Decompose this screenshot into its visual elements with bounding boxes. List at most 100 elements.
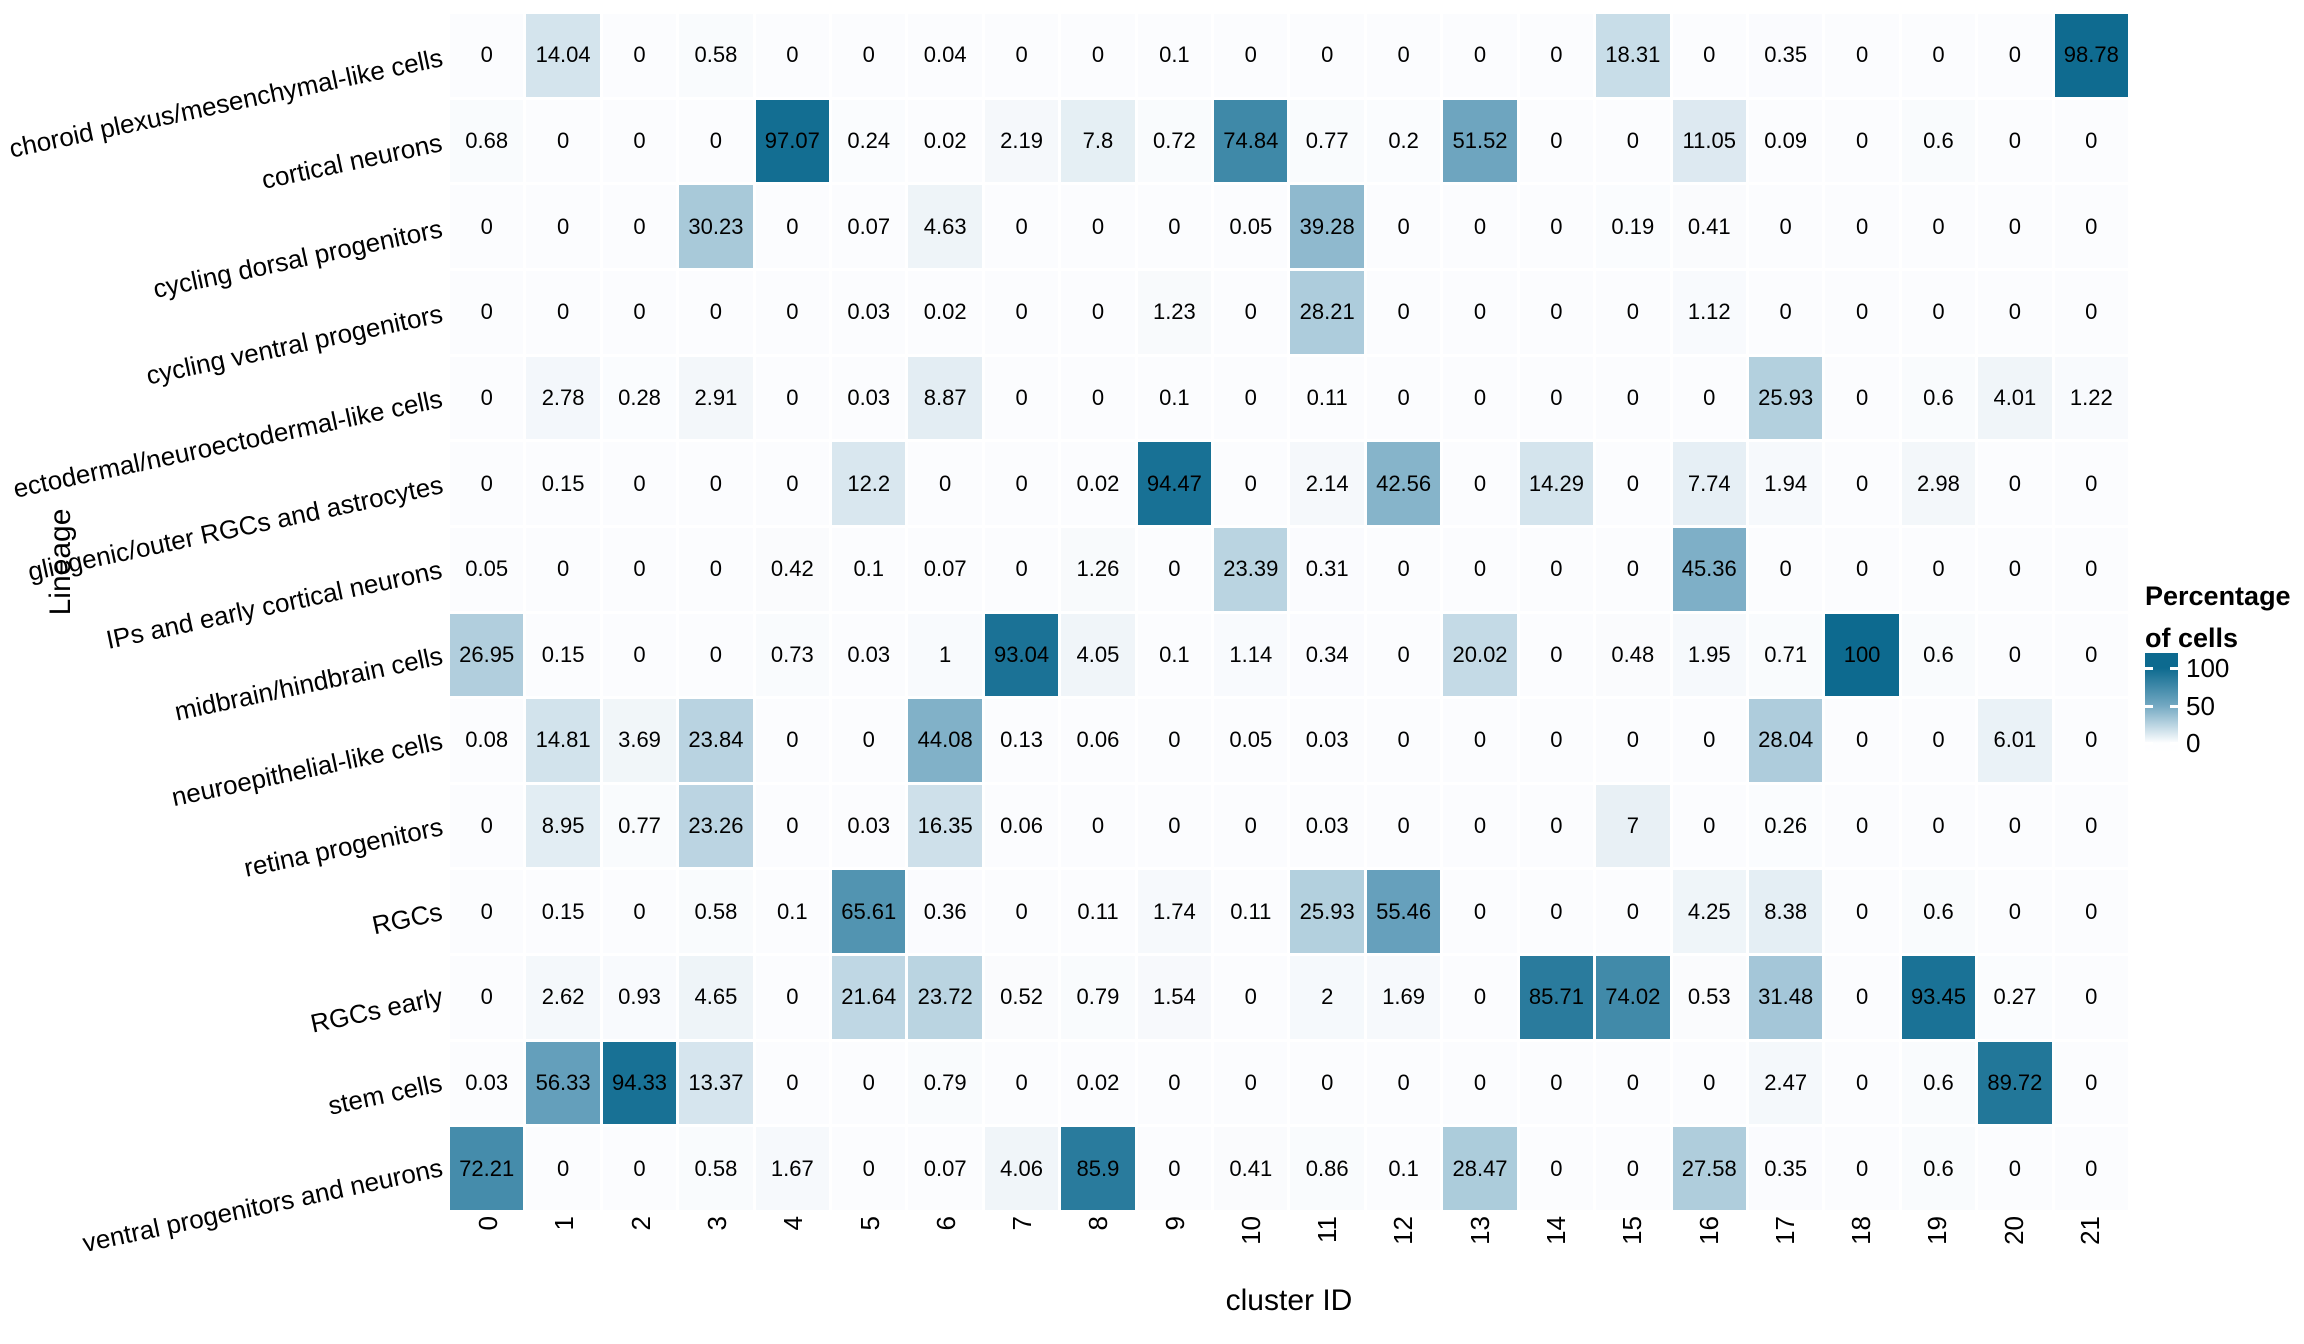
heatmap-cell: 0 [1978,784,2052,868]
y-axis-tick-label: ventral progenitors and neurons [79,1152,446,1259]
heatmap-cell: 6.01 [1978,699,2052,782]
heatmap-cell: 0.02 [1061,442,1135,525]
heatmap-cell: 0 [755,356,830,440]
heatmap-cell: 0.03 [450,1041,524,1125]
heatmap-cell: 0.07 [908,527,982,611]
heatmap-cell: 0 [602,14,677,97]
heatmap-cell: 0.58 [679,14,753,97]
heatmap-cell: 65.61 [832,870,906,954]
heatmap-cell: 0 [1443,185,1517,268]
heatmap-cell: 0 [450,956,524,1039]
heatmap-cell: 16.35 [908,784,982,868]
heatmap-cell: 0 [755,956,830,1039]
heatmap-cell: 0 [1214,356,1288,440]
heatmap-cell: 0 [1672,784,1746,868]
heatmap-cell: 0 [602,527,677,611]
heatmap-cell: 0.06 [984,784,1059,868]
heatmap-cell: 12.2 [832,442,906,525]
heatmap-cell: 0 [1290,14,1364,97]
heatmap-cell: 0 [1519,185,1594,268]
heatmap-cell: 0 [2054,185,2128,268]
heatmap-cell: 0 [1061,356,1135,440]
heatmap-cell: 0.6 [1901,870,1976,954]
heatmap-cell: 74.84 [1214,99,1288,183]
heatmap-cell: 0 [1443,956,1517,1039]
heatmap-cell: 0 [755,185,830,268]
heatmap-cell: 0.77 [1290,99,1364,183]
heatmap-cell: 0 [832,1041,906,1125]
heatmap-cell: 0.03 [832,270,906,354]
heatmap-cell: 11.05 [1672,99,1746,183]
heatmap-cell: 0 [1672,699,1746,782]
heatmap-cell: 39.28 [1290,185,1364,268]
heatmap-cell: 2.91 [679,356,753,440]
heatmap-cell: 0.34 [1290,613,1364,697]
heatmap-cell: 51.52 [1443,99,1517,183]
heatmap-cell: 0 [1137,185,1212,268]
heatmap-cell: 0 [1596,527,1670,611]
legend-title-line1: Percentage [2145,581,2291,611]
heatmap-cell: 0 [1214,956,1288,1039]
heatmap-cell: 0 [1596,442,1670,525]
heatmap-cell: 0 [1214,14,1288,97]
heatmap-cell: 0 [1825,99,1899,183]
heatmap-cell: 0 [1748,270,1823,354]
heatmap-cell: 0.15 [526,442,600,525]
heatmap-cell: 93.04 [984,613,1059,697]
heatmap-cell: 0.26 [1748,784,1823,868]
heatmap-cell: 0 [1978,442,2052,525]
y-axis-tick-label: stem cells [325,1067,446,1121]
heatmap-cell: 0 [679,99,753,183]
heatmap-cell: 0 [2054,784,2128,868]
heatmap-cell: 0 [2054,870,2128,954]
heatmap-cell: 0 [1061,14,1135,97]
heatmap-cell: 0.41 [1214,1127,1288,1210]
heatmap-cell: 0 [1214,442,1288,525]
heatmap-cell: 0 [1443,14,1517,97]
heatmap-cell: 0 [984,356,1059,440]
heatmap-cell: 0 [1519,1041,1594,1125]
heatmap-cell: 4.63 [908,185,982,268]
heatmap-cell: 0 [1901,527,1976,611]
heatmap-cell: 0 [1519,613,1594,697]
y-axis-tick-label: RGCs [369,896,446,941]
legend-tick-label: 0 [2186,728,2201,758]
heatmap-cell: 0.6 [1901,356,1976,440]
heatmap-cell: 0 [755,1041,830,1125]
heatmap-cell: 0 [2054,1041,2128,1125]
heatmap-cell: 0 [1443,442,1517,525]
heatmap-cell: 0 [1748,185,1823,268]
heatmap-cell: 0 [1596,1041,1670,1125]
heatmap-cell: 0.1 [1137,613,1212,697]
heatmap-cell: 0 [1748,527,1823,611]
heatmap-cell: 94.33 [602,1041,677,1125]
heatmap-cell: 0 [2054,699,2128,782]
heatmap-cell: 0.6 [1901,99,1976,183]
heatmap-cell: 0.58 [679,870,753,954]
heatmap-cell: 2.19 [984,99,1059,183]
heatmap-cell: 0 [1214,270,1288,354]
heatmap-cell: 7.8 [1061,99,1135,183]
heatmap-cell: 0 [1596,870,1670,954]
y-axis-tick-label: RGCs early [307,981,446,1040]
heatmap-cell: 0.03 [832,356,906,440]
heatmap-cell: 0.48 [1596,613,1670,697]
heatmap-cell: 0 [1366,613,1441,697]
heatmap-cell: 0 [908,442,982,525]
heatmap-cell: 0.1 [1137,356,1212,440]
heatmap-cell: 0 [1978,870,2052,954]
heatmap-cell: 0 [1901,270,1976,354]
heatmap-cell: 0 [1901,185,1976,268]
heatmap-cell: 42.56 [1366,442,1441,525]
heatmap-cell: 0 [679,442,753,525]
heatmap-cell: 0.11 [1214,870,1288,954]
y-axis-tick-label: midbrain/hindbrain cells [171,640,446,727]
heatmap-cell: 0 [1978,270,2052,354]
heatmap-cell: 0 [1672,356,1746,440]
heatmap-cell: 14.29 [1519,442,1594,525]
legend-tick-mark [2170,704,2178,708]
heatmap-cell: 0 [1137,784,1212,868]
heatmap-cell: 0 [832,699,906,782]
heatmap-cell: 45.36 [1672,527,1746,611]
heatmap-cell: 0 [526,527,600,611]
